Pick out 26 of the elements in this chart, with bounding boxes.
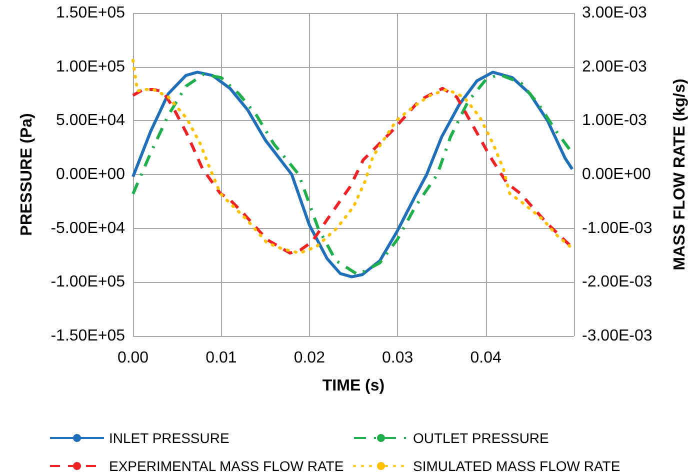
x-tick-label: 0.02 (294, 350, 326, 366)
y-axis-title: PRESSURE (Pa) (18, 113, 36, 236)
legend-label: EXPERIMENTAL MASS FLOW RATE (109, 458, 344, 474)
y-tick-label: -5.00E+04 (50, 220, 126, 237)
legend-label: SIMULATED MASS FLOW RATE (413, 458, 620, 474)
y2-axis-title: MASS FLOW RATE (kg/s) (672, 78, 688, 270)
y2-tick-label: 0.00E+00 (582, 166, 652, 183)
y2-tick-label: -2.00E-03 (582, 274, 652, 291)
y2-tick-label: 1.00E-03 (582, 112, 648, 130)
legend-label: OUTLET PRESSURE (413, 430, 549, 446)
y2-tick-label: -1.00E-03 (582, 220, 652, 237)
x-tick-label: 0.01 (206, 350, 237, 366)
y2-tick-label: -3.00E-03 (582, 328, 652, 344)
y2-tick-label: 3.00E-03 (582, 4, 648, 22)
x-tick-label: 0.00 (117, 350, 149, 366)
y-tick-label: -1.00E+05 (50, 274, 126, 291)
x-axis-title: TIME (s) (322, 378, 385, 394)
x-tick-label: 0.03 (382, 350, 414, 366)
y2-tick-label: 2.00E-03 (582, 58, 648, 76)
y-tick-label: 0.00E+00 (56, 166, 126, 183)
y-tick-label: 1.00E+05 (56, 58, 126, 76)
legend-label: INLET PRESSURE (109, 430, 230, 446)
x-tick-label: 0.04 (470, 350, 502, 366)
y-tick-label: 1.50E+05 (56, 4, 126, 22)
y-tick-label: -1.50E+05 (50, 328, 126, 344)
y-tick-label: 5.00E+04 (56, 112, 126, 130)
